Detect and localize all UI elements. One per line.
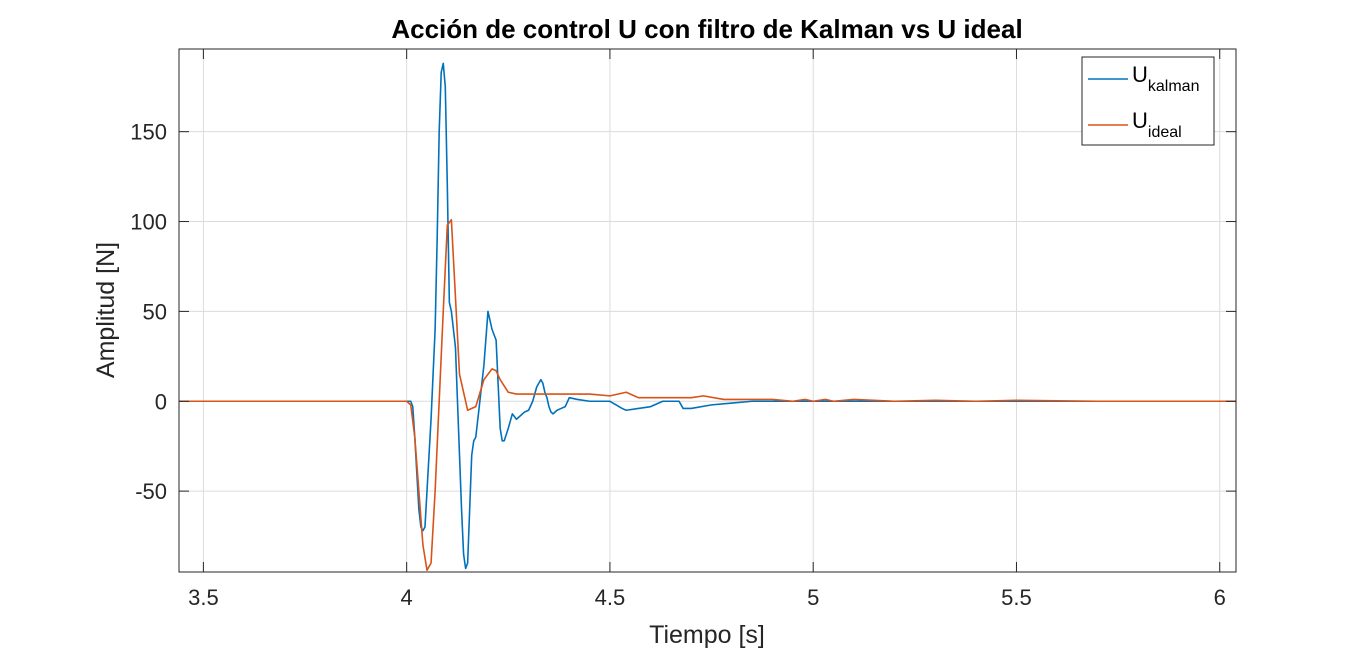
y-tick-label: 0: [155, 389, 167, 414]
legend-box: [1081, 56, 1215, 146]
plot-frame: [178, 48, 1237, 573]
y-axis-label: Amplitud [N]: [92, 242, 120, 378]
x-tick-label: 5.5: [1001, 585, 1032, 610]
plot-area: [179, 49, 1236, 572]
series-line-kalman: [179, 62, 1236, 570]
y-tick-label: 50: [143, 299, 167, 324]
ticks: 3.5 4 4.5 5 5.5 6 -50 0 50 100 150: [130, 49, 1236, 610]
legend-entry: Uideal: [1132, 108, 1182, 141]
x-tick-label: 6: [1214, 585, 1226, 610]
x-tick-label: 4: [401, 585, 413, 610]
x-tick-label: 4.5: [595, 585, 626, 610]
y-tick-label: -50: [135, 479, 167, 504]
series-line-ideal: [179, 218, 1236, 572]
x-tick-label: 3.5: [188, 585, 219, 610]
series-layer: [179, 62, 1236, 572]
legend: Ukalman Uideal: [1081, 56, 1215, 146]
y-tick-label: 100: [130, 210, 167, 235]
x-tick-label: 5: [807, 585, 819, 610]
x-axis-label: Tiempo [s]: [649, 621, 765, 649]
chart-title: Acción de control U con filtro de Kalman…: [391, 14, 1022, 44]
legend-entry: Ukalman: [1132, 62, 1199, 95]
y-tick-label: 150: [130, 120, 167, 145]
